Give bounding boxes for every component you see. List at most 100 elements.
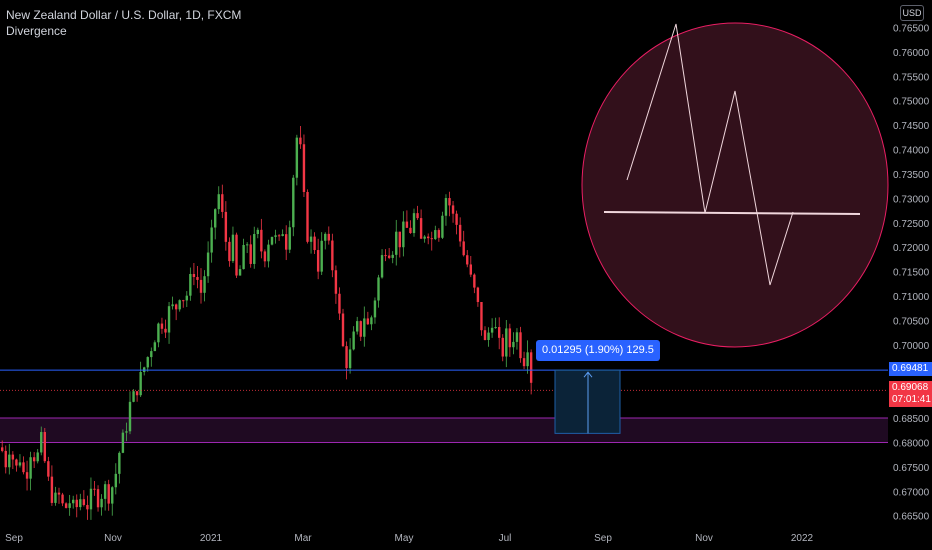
time-tick-label: Nov bbox=[695, 533, 713, 544]
horizontal-lines bbox=[0, 369, 888, 391]
candle bbox=[111, 486, 114, 516]
candle bbox=[469, 256, 472, 278]
price-tick-label: 0.70500 bbox=[893, 316, 930, 327]
indicator-label[interactable]: Divergence bbox=[6, 24, 67, 38]
candle-body bbox=[455, 213, 458, 225]
price-axis[interactable]: 0.76500 0.76000 0.75500 0.75000 0.74500 0.740… bbox=[893, 24, 930, 523]
candle bbox=[480, 301, 483, 336]
candle-body bbox=[529, 352, 533, 383]
last-price-tag: 0.69068 07:01:41 bbox=[889, 381, 932, 407]
candle-body bbox=[125, 431, 128, 433]
candle-body bbox=[430, 238, 433, 240]
candle bbox=[455, 210, 458, 235]
candle-body bbox=[274, 235, 277, 237]
candle-body bbox=[387, 255, 391, 258]
candle bbox=[274, 229, 277, 244]
candle-body bbox=[331, 240, 334, 271]
candle-body bbox=[370, 317, 373, 325]
candle-body bbox=[182, 300, 185, 302]
price-tick-label: 0.70000 bbox=[893, 341, 930, 352]
symbol-title[interactable]: New Zealand Dollar / U.S. Dollar, 1D, FX… bbox=[6, 8, 242, 22]
candle-body bbox=[40, 432, 43, 453]
candle-body bbox=[54, 492, 57, 503]
candle bbox=[327, 226, 330, 245]
candle bbox=[526, 340, 529, 374]
candle-body bbox=[334, 270, 338, 294]
candle-body bbox=[61, 494, 64, 504]
candle-body bbox=[57, 492, 61, 495]
measure-arrow-head bbox=[583, 371, 593, 378]
candle-body bbox=[11, 454, 15, 460]
candle-body bbox=[107, 484, 110, 504]
candle bbox=[345, 341, 348, 380]
time-axis[interactable]: Sep Nov 2021 Mar May Jul Sep Nov 2022 bbox=[5, 533, 813, 544]
candle bbox=[522, 351, 526, 370]
candle-body bbox=[47, 461, 50, 477]
candle bbox=[221, 184, 224, 219]
candle-body bbox=[153, 342, 157, 352]
candle-body bbox=[469, 264, 472, 275]
candle-body bbox=[217, 194, 220, 210]
candle bbox=[299, 126, 302, 149]
candle bbox=[64, 502, 68, 509]
candle bbox=[242, 238, 245, 270]
candle-body bbox=[316, 250, 320, 272]
candle bbox=[75, 494, 78, 518]
candle-body bbox=[25, 472, 29, 479]
candle-body bbox=[18, 462, 22, 466]
candle-body bbox=[235, 234, 238, 276]
callout-circle bbox=[581, 22, 889, 348]
candle-body bbox=[437, 230, 441, 238]
candle-body bbox=[224, 211, 228, 242]
candle bbox=[203, 270, 206, 302]
candle bbox=[395, 219, 398, 266]
candle-body bbox=[82, 499, 86, 505]
price-range-measure[interactable] bbox=[554, 369, 621, 434]
candle-body bbox=[86, 504, 89, 510]
candlestick-series bbox=[1, 126, 533, 520]
candle-body bbox=[178, 300, 181, 310]
candle-body bbox=[203, 276, 206, 293]
candle bbox=[150, 347, 153, 367]
candle-body bbox=[359, 321, 362, 337]
candle-body bbox=[256, 229, 259, 235]
candle bbox=[505, 319, 508, 368]
candle-body bbox=[309, 236, 313, 242]
candle-body bbox=[121, 432, 125, 453]
candle-body bbox=[288, 227, 291, 250]
candle-body bbox=[473, 274, 476, 288]
price-tick-label: 0.68000 bbox=[893, 438, 930, 449]
candle bbox=[146, 356, 149, 372]
candle bbox=[125, 422, 128, 442]
candle-body bbox=[348, 349, 352, 369]
candle bbox=[356, 316, 359, 335]
candle-body bbox=[412, 213, 416, 234]
price-tick-label: 0.72500 bbox=[893, 219, 930, 230]
candle-body bbox=[483, 330, 487, 341]
candle bbox=[476, 286, 480, 307]
candle-body bbox=[192, 273, 196, 278]
candle bbox=[494, 317, 497, 329]
candle-body bbox=[114, 473, 117, 488]
candle-body bbox=[150, 351, 153, 358]
candle bbox=[309, 229, 313, 254]
time-tick-label: 2021 bbox=[200, 533, 223, 544]
candle bbox=[334, 265, 338, 304]
currency-button[interactable]: USD bbox=[900, 5, 924, 21]
candle-body bbox=[118, 452, 121, 474]
candle bbox=[437, 228, 441, 242]
blue-line-price-tag: 0.69481 bbox=[889, 362, 932, 376]
candle bbox=[391, 251, 394, 264]
price-tick-label: 0.75500 bbox=[893, 72, 930, 83]
price-tick-label: 0.68500 bbox=[893, 414, 930, 425]
candle-body bbox=[451, 205, 455, 214]
candle-body bbox=[494, 327, 497, 329]
candle-body bbox=[249, 244, 252, 264]
candle-body bbox=[519, 332, 522, 359]
candle bbox=[501, 334, 504, 362]
candle bbox=[86, 495, 89, 520]
candle bbox=[231, 226, 235, 263]
candle-body bbox=[100, 498, 103, 508]
candle bbox=[324, 232, 327, 250]
